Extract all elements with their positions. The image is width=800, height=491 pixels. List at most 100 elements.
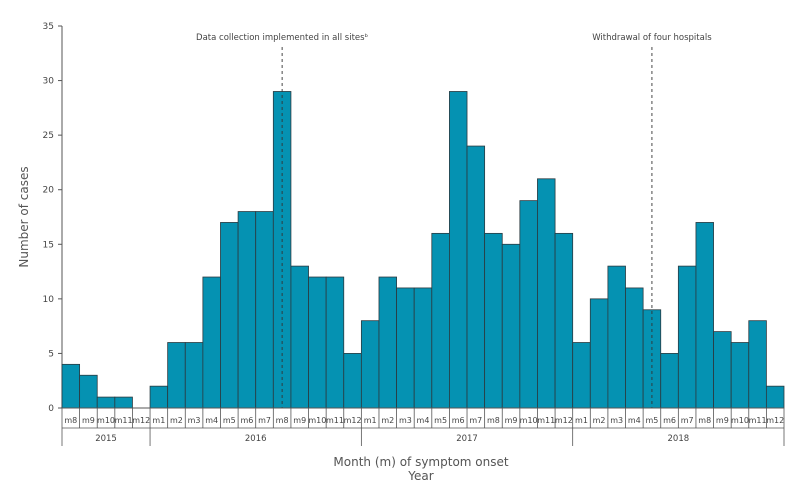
month-label: m3 — [610, 416, 623, 425]
bar — [519, 200, 538, 409]
bar — [61, 363, 81, 409]
month-label: m2 — [381, 416, 394, 425]
month-label: m1 — [364, 416, 377, 425]
month-label: m2 — [170, 416, 183, 425]
bar — [360, 320, 380, 409]
bar — [413, 287, 433, 409]
bar — [501, 243, 521, 409]
month-label: m9 — [716, 416, 729, 425]
month-label: m12 — [555, 416, 573, 425]
year-label: 2017 — [456, 434, 478, 444]
bar — [607, 265, 626, 409]
bar — [677, 265, 697, 409]
month-label: m9 — [82, 416, 95, 425]
month-label: m8 — [487, 416, 500, 425]
month-label: m6 — [240, 416, 253, 425]
bar — [237, 211, 257, 409]
month-label: m1 — [152, 416, 165, 425]
y-tick-label: 10 — [43, 295, 55, 305]
bar — [572, 342, 591, 409]
month-label: m12 — [344, 416, 362, 425]
annotation-label: Data collection implemented in all sites… — [196, 33, 369, 43]
month-label: m4 — [628, 416, 641, 425]
y-tick-label: 5 — [48, 349, 54, 359]
bar — [325, 276, 345, 409]
bar — [378, 276, 397, 409]
bar — [449, 91, 468, 409]
month-label: m11 — [326, 416, 344, 425]
x-axis: m8 m9 m10 m11 m12 m1 m2 m3 m4 m5 m6 m7 m8 m9 m10 m11 m12… — [61, 407, 785, 446]
month-label: m10 — [308, 416, 326, 425]
bar — [149, 385, 169, 409]
y-tick-label: 0 — [48, 404, 54, 414]
month-label: m3 — [399, 416, 412, 425]
month-label: m10 — [520, 416, 538, 425]
y-axis: 0 5 10 15 20 25 30 35 — [43, 22, 63, 414]
bar — [114, 396, 133, 409]
bar — [255, 211, 274, 409]
y-tick-label: 15 — [43, 240, 54, 250]
bar — [625, 287, 644, 409]
bar — [184, 342, 204, 409]
month-label: m1 — [575, 416, 588, 425]
month-label: m7 — [258, 416, 271, 425]
x-axis-year-title: Year — [407, 469, 433, 483]
year-label: 2015 — [95, 434, 117, 444]
y-tick-label: 30 — [43, 77, 55, 87]
bar — [96, 396, 116, 409]
month-label: m6 — [452, 416, 465, 425]
bar — [220, 222, 239, 409]
bar — [748, 320, 767, 409]
month-label: m7 — [681, 416, 694, 425]
bar — [202, 276, 221, 409]
month-label: m8 — [64, 416, 77, 425]
month-label: m12 — [766, 416, 784, 425]
month-label: m2 — [593, 416, 606, 425]
bar — [396, 287, 415, 409]
y-tick-label: 20 — [43, 186, 55, 196]
bar — [554, 232, 574, 409]
y-tick-label: 35 — [43, 22, 54, 32]
month-label: m9 — [293, 416, 306, 425]
month-label: m9 — [505, 416, 518, 425]
month-label: m10 — [97, 416, 115, 425]
annotation-label: Withdrawal of four hospitals — [592, 33, 712, 43]
month-label: m5 — [434, 416, 447, 425]
annotations: Data collection implemented in all sites… — [196, 33, 712, 408]
month-label: m11 — [115, 416, 133, 425]
month-label: m4 — [417, 416, 430, 425]
month-label: m11 — [537, 416, 555, 425]
month-label: m8 — [698, 416, 711, 425]
bar — [290, 265, 309, 409]
x-axis-title: Month (m) of symptom onset — [333, 455, 508, 469]
month-label: m5 — [223, 416, 236, 425]
bar — [730, 342, 750, 409]
month-label: m3 — [188, 416, 201, 425]
bar — [79, 374, 98, 409]
bar — [466, 145, 486, 409]
bar — [308, 276, 327, 409]
bar — [589, 298, 609, 409]
bar — [695, 222, 714, 409]
month-label: m5 — [645, 416, 658, 425]
month-label: m12 — [132, 416, 150, 425]
month-label: m7 — [469, 416, 482, 425]
month-label: m6 — [663, 416, 676, 425]
bar — [167, 342, 186, 409]
bar — [765, 385, 785, 409]
year-label: 2016 — [245, 434, 267, 444]
bar — [660, 353, 679, 409]
month-label: m10 — [731, 416, 749, 425]
month-label: m4 — [205, 416, 218, 425]
bar — [484, 232, 503, 409]
month-label: m8 — [276, 416, 289, 425]
bar — [431, 232, 450, 409]
year-label: 2018 — [668, 434, 690, 444]
y-axis-title: Number of cases — [17, 166, 31, 267]
month-label: m11 — [749, 416, 767, 425]
bar — [343, 353, 362, 409]
bar — [713, 331, 732, 409]
y-tick-label: 25 — [43, 131, 54, 141]
bar — [537, 178, 556, 409]
